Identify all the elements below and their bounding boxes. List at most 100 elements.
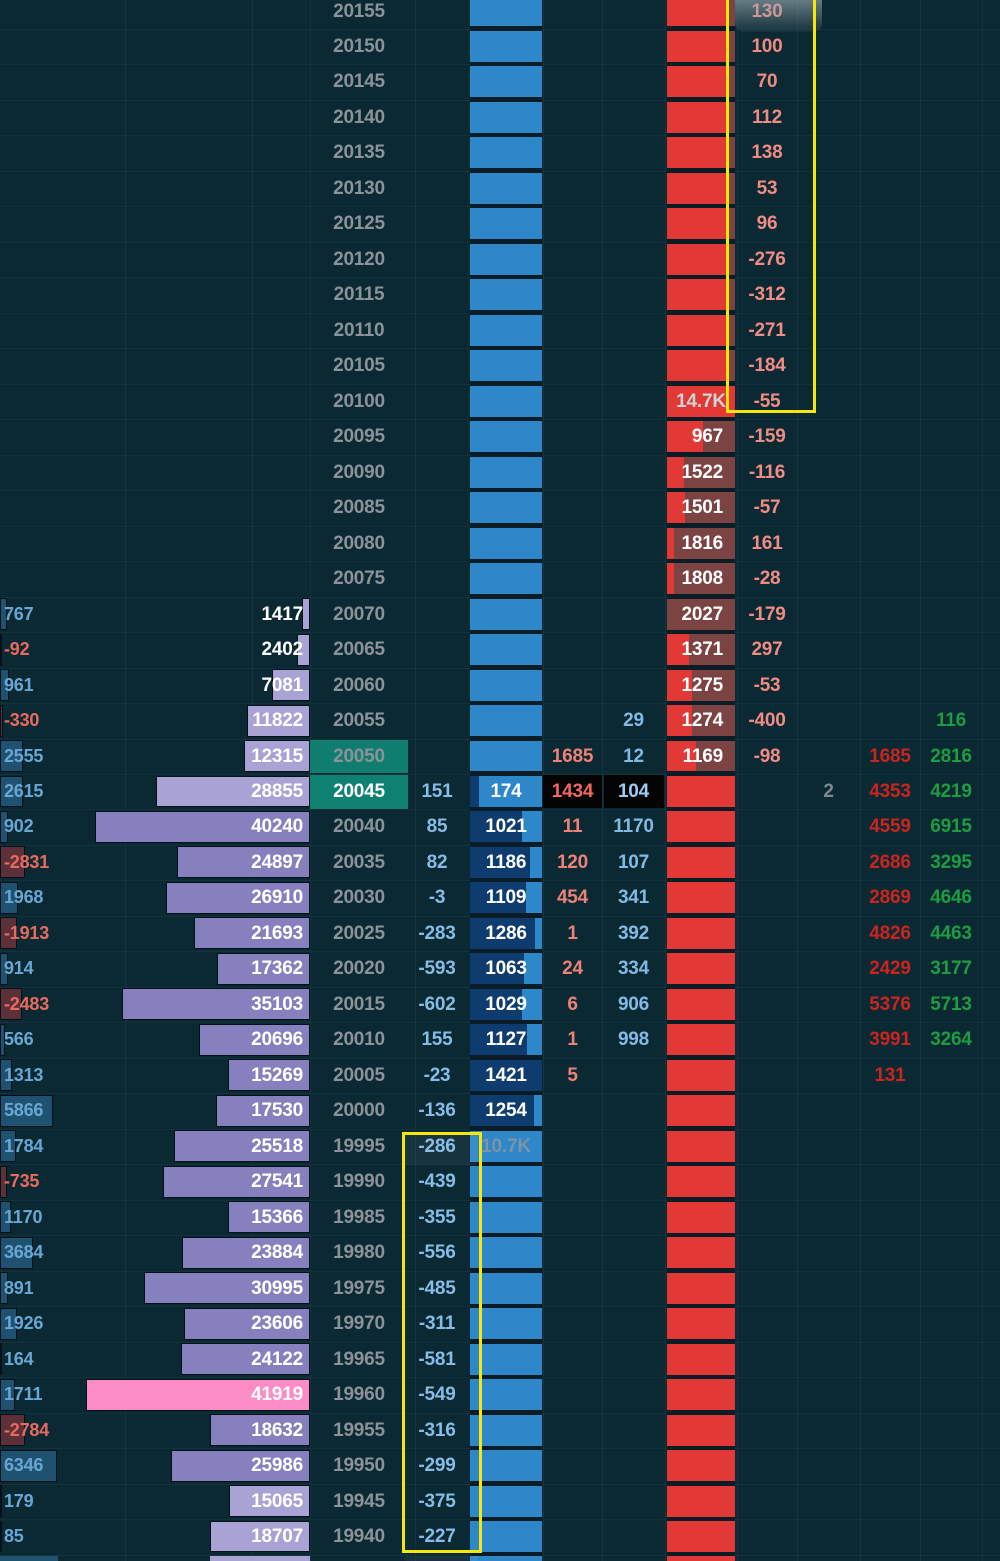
ask-depth-cell[interactable] <box>667 492 735 524</box>
ask-depth-cell[interactable] <box>667 1450 735 1482</box>
bid-depth-cell[interactable] <box>470 1130 542 1162</box>
ask-depth-cell[interactable] <box>667 740 735 772</box>
session-delta-bar <box>0 1094 53 1127</box>
bid-depth-cell[interactable] <box>470 66 542 98</box>
ask-depth-cell[interactable] <box>667 1166 735 1198</box>
ask-depth-cell[interactable] <box>667 279 735 311</box>
volume-value: 23606 <box>251 1313 303 1335</box>
ask-depth-cell[interactable] <box>667 705 735 736</box>
bid-depth-cell[interactable] <box>470 1237 542 1269</box>
bid-depth-cell[interactable] <box>470 634 542 666</box>
bid-depth-cell[interactable] <box>470 811 542 843</box>
ask-depth-cell[interactable] <box>667 882 735 914</box>
bid-depth-cell[interactable] <box>470 705 542 736</box>
ask-depth-cell[interactable] <box>667 811 735 843</box>
volume-profile-bar <box>244 740 310 772</box>
bid-depth-cell[interactable] <box>470 1343 542 1375</box>
volume-profile-bar <box>181 1343 310 1376</box>
ask-depth-cell[interactable] <box>667 456 735 488</box>
bid-depth-cell[interactable] <box>470 1521 542 1552</box>
ask-depth-cell[interactable] <box>667 846 735 878</box>
ask-depth-cell[interactable] <box>667 208 735 240</box>
ask-depth-cell[interactable] <box>667 953 735 985</box>
ask-depth-cell[interactable] <box>667 669 735 701</box>
ask-depth-cell[interactable] <box>667 101 735 133</box>
ask-depth-cell[interactable] <box>667 314 735 346</box>
session-delta-value: 902 <box>4 816 34 837</box>
ask-depth-cell[interactable] <box>667 1272 735 1304</box>
ask-depth-cell[interactable] <box>667 1130 735 1162</box>
bid-depth-cell[interactable] <box>470 669 542 701</box>
bid-depth-cell[interactable] <box>470 279 542 311</box>
ask-depth-cell[interactable] <box>667 988 735 1020</box>
bid-depth-cell[interactable] <box>470 1308 542 1340</box>
ask-depth-cell[interactable] <box>667 1343 735 1375</box>
ask-depth-cell[interactable] <box>667 1059 735 1091</box>
ask-depth-cell[interactable] <box>667 776 735 807</box>
bid-depth-cell[interactable] <box>470 30 542 62</box>
volume-value: 21693 <box>251 922 303 944</box>
bid-depth-cell[interactable] <box>470 1059 542 1091</box>
bid-depth-cell[interactable] <box>470 243 542 275</box>
ask-depth-cell[interactable] <box>667 1237 735 1269</box>
ask-depth-cell[interactable] <box>667 0 735 27</box>
ask-depth-cell[interactable] <box>667 1308 735 1340</box>
bid-depth-cell[interactable] <box>470 1095 542 1127</box>
bid-depth-cell[interactable] <box>470 846 542 878</box>
price-cell-highlight[interactable] <box>310 775 408 809</box>
bid-depth-cell[interactable] <box>470 776 542 807</box>
price-cell-highlight[interactable] <box>310 739 408 774</box>
bid-depth-cell[interactable] <box>470 1485 542 1517</box>
bid-depth-cell[interactable] <box>470 172 542 204</box>
bid-depth-cell[interactable] <box>470 385 542 417</box>
bid-depth-cell[interactable] <box>470 527 542 559</box>
bid-depth-cell[interactable] <box>470 598 542 630</box>
ask-depth-cell[interactable] <box>667 137 735 169</box>
bid-depth-cell[interactable] <box>470 492 542 524</box>
bid-depth-cell[interactable] <box>470 1379 542 1411</box>
ask-depth-cell[interactable] <box>667 1095 735 1127</box>
volume-profile-bar <box>247 704 310 737</box>
ask-depth-cell[interactable] <box>667 421 735 453</box>
bid-depth-cell[interactable] <box>470 917 542 949</box>
bid-depth-cell[interactable] <box>470 988 542 1020</box>
bid-depth-cell[interactable] <box>470 1166 542 1198</box>
ask-depth-cell[interactable] <box>667 350 735 382</box>
ask-depth-cell[interactable] <box>667 1201 735 1233</box>
bid-depth-cell[interactable] <box>470 1024 542 1056</box>
ask-depth-cell[interactable] <box>667 30 735 62</box>
bid-depth-cell[interactable] <box>470 421 542 453</box>
delta-left-value: -283 <box>418 922 456 944</box>
ask-depth-cell[interactable] <box>667 527 735 559</box>
ask-depth-cell[interactable] <box>667 172 735 204</box>
bid-depth-cell[interactable] <box>470 1272 542 1304</box>
ask-depth-cell[interactable] <box>667 634 735 666</box>
ask-depth-cell[interactable] <box>667 1485 735 1517</box>
ask-depth-cell[interactable] <box>667 1414 735 1446</box>
bid-depth-cell[interactable] <box>470 456 542 488</box>
ask-depth-cell[interactable] <box>667 385 735 417</box>
bid-depth-cell[interactable] <box>470 0 542 27</box>
bid-depth-cell[interactable] <box>470 1201 542 1233</box>
ask-depth-cell[interactable] <box>667 1379 735 1411</box>
bid-depth-cell[interactable] <box>470 1450 542 1482</box>
session-delta-bar <box>0 881 18 914</box>
bid-depth-cell[interactable] <box>470 101 542 133</box>
bid-depth-cell[interactable] <box>470 137 542 169</box>
bid-depth-cell[interactable] <box>470 314 542 346</box>
ask-depth-cell[interactable] <box>667 243 735 275</box>
bid-depth-cell[interactable] <box>470 882 542 914</box>
ask-depth-cell[interactable] <box>667 1521 735 1552</box>
price-label: 19955 <box>333 1419 385 1441</box>
ask-depth-cell[interactable] <box>667 917 735 949</box>
ask-depth-cell[interactable] <box>667 598 735 630</box>
bid-depth-cell[interactable] <box>470 1414 542 1446</box>
ask-depth-cell[interactable] <box>667 66 735 98</box>
bid-depth-cell[interactable] <box>470 953 542 985</box>
bid-depth-cell[interactable] <box>470 563 542 595</box>
bid-depth-cell[interactable] <box>470 350 542 382</box>
ask-depth-cell[interactable] <box>667 1024 735 1056</box>
bid-depth-cell[interactable] <box>470 208 542 240</box>
ask-depth-cell[interactable] <box>667 563 735 595</box>
bid-depth-cell[interactable] <box>470 740 542 772</box>
